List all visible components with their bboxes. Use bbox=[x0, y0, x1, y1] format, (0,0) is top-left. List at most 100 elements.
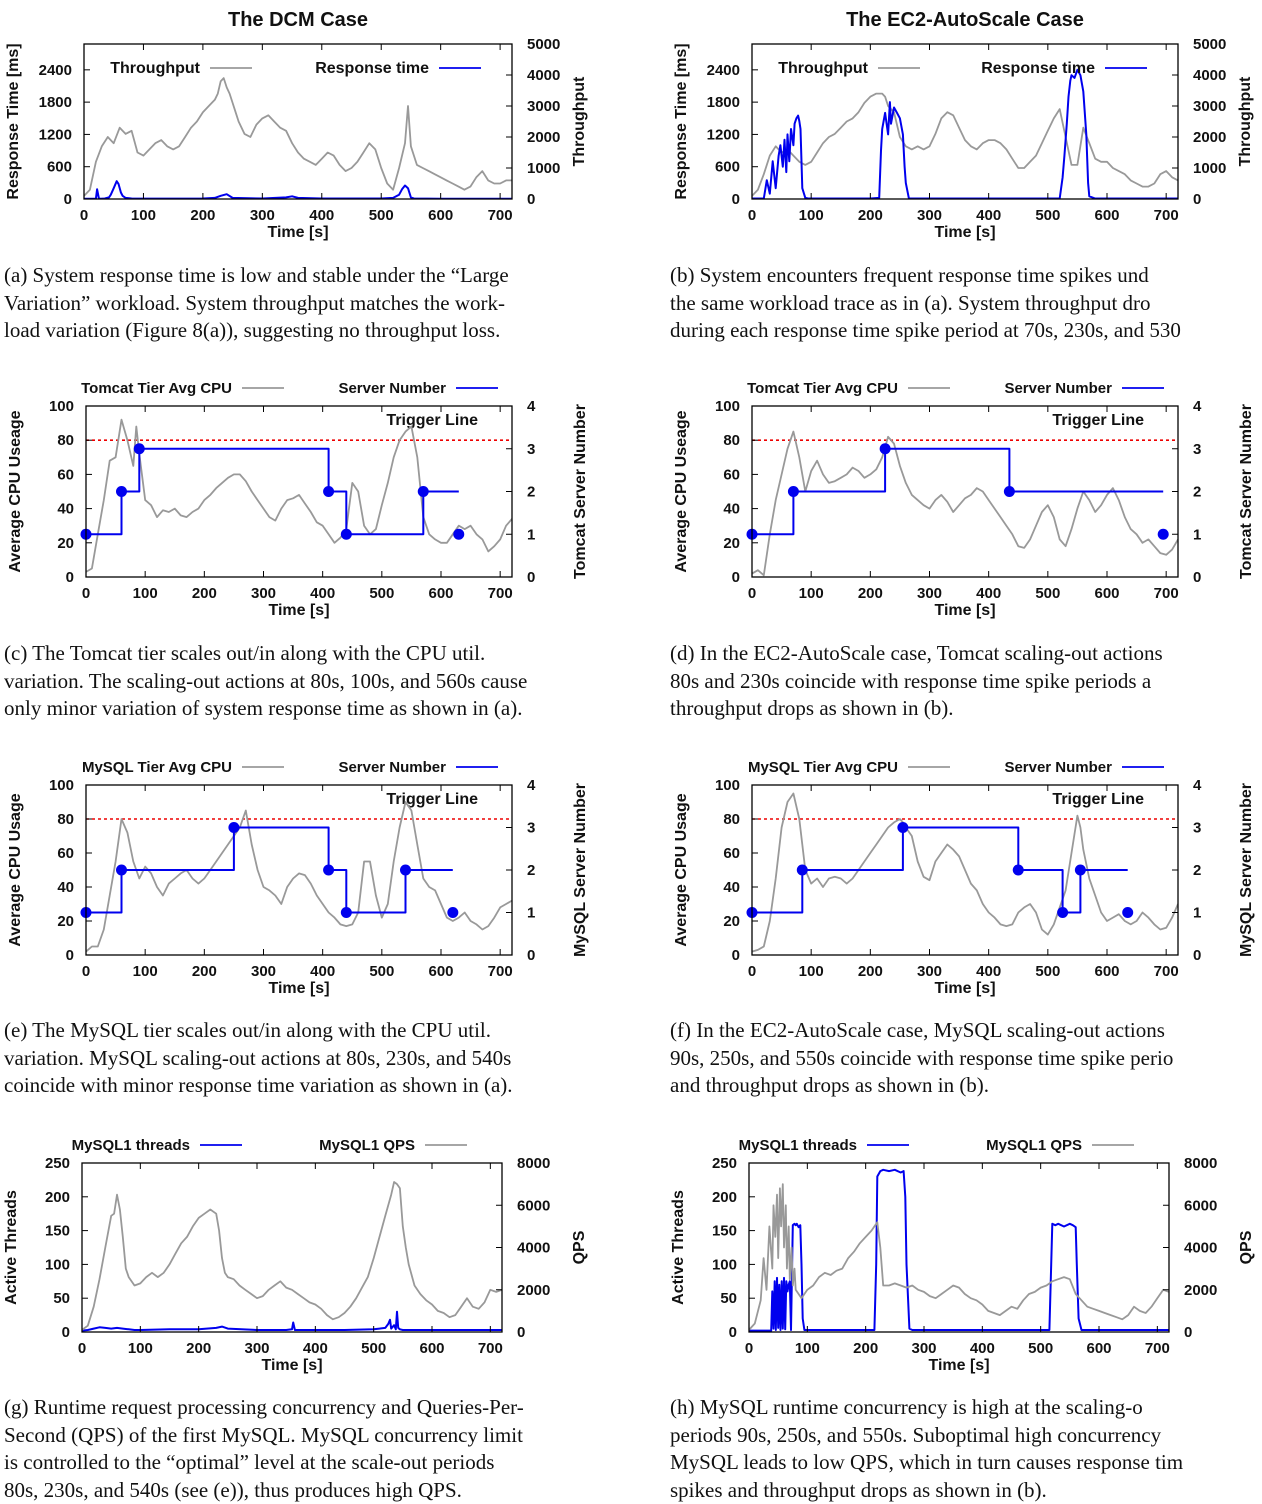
series-marker bbox=[116, 865, 127, 876]
series-marker bbox=[880, 443, 891, 454]
x-tick-label: 600 bbox=[1094, 207, 1119, 224]
series-line bbox=[86, 802, 512, 952]
series-line bbox=[82, 1312, 502, 1331]
x-tick-label: 600 bbox=[428, 207, 453, 224]
x-tick-label: 300 bbox=[251, 585, 276, 602]
x-tick-label: 700 bbox=[478, 1340, 503, 1357]
series-marker bbox=[1122, 907, 1133, 918]
caption-line: coincide with minor response time variat… bbox=[4, 1072, 616, 1100]
y-axis-label: Average CPU Usage bbox=[673, 793, 690, 946]
y-axis-label: Average CPU Useage bbox=[7, 410, 24, 572]
caption-line: and throughput drops as shown in (b). bbox=[670, 1072, 1262, 1100]
x-tick-label: 500 bbox=[369, 585, 394, 602]
series-marker bbox=[341, 529, 352, 540]
caption-line: (h) MySQL runtime concurrency is high at… bbox=[670, 1394, 1262, 1422]
series-line bbox=[752, 432, 1178, 576]
y2-axis-label: QPS bbox=[571, 1230, 588, 1264]
y2-tick-label: 1 bbox=[527, 526, 535, 543]
y2-tick-label: 4 bbox=[527, 398, 536, 415]
caption-line: (d) In the EC2-AutoScale case, Tomcat sc… bbox=[670, 640, 1262, 668]
y2-tick-label: 4000 bbox=[527, 67, 560, 84]
legend-label: Response time bbox=[315, 60, 429, 77]
y-tick-label: 20 bbox=[57, 535, 74, 552]
plot-area bbox=[752, 432, 1178, 576]
legend-label: MySQL Tier Avg CPU bbox=[82, 759, 232, 776]
legend-label: Server Number bbox=[1004, 759, 1112, 776]
x-tick-label: 0 bbox=[82, 963, 90, 980]
chart-title: The EC2-AutoScale Case bbox=[846, 9, 1084, 31]
x-tick-label: 200 bbox=[186, 1340, 211, 1357]
x-tick-label: 100 bbox=[131, 207, 156, 224]
series-line bbox=[749, 1184, 1169, 1330]
x-tick-label: 0 bbox=[80, 207, 88, 224]
y-tick-label: 100 bbox=[715, 777, 740, 794]
y-tick-label: 100 bbox=[45, 1256, 70, 1273]
plot-area bbox=[752, 70, 1178, 199]
x-axis-label: Time [s] bbox=[268, 602, 329, 619]
y-tick-label: 40 bbox=[723, 879, 740, 896]
y-tick-label: 60 bbox=[723, 466, 740, 483]
y2-tick-label: 5000 bbox=[527, 36, 560, 53]
caption-line: Variation” workload. System throughput m… bbox=[4, 290, 616, 318]
y2-axis-label: MySQL Server Number bbox=[572, 783, 589, 957]
y2-tick-label: 2 bbox=[1193, 862, 1201, 879]
x-tick-label: 400 bbox=[310, 963, 335, 980]
x-tick-label: 400 bbox=[309, 207, 334, 224]
series-marker bbox=[1004, 486, 1015, 497]
legend-label: MySQL1 threads bbox=[739, 1137, 857, 1154]
caption-g: (g) Runtime request processing concurren… bbox=[4, 1394, 616, 1504]
y2-axis-label: QPS bbox=[1238, 1230, 1255, 1264]
y2-tick-label: 1 bbox=[1193, 526, 1201, 543]
y2-tick-label: 4000 bbox=[1193, 67, 1226, 84]
y2-tick-label: 3 bbox=[527, 820, 535, 837]
y-tick-label: 2400 bbox=[707, 62, 740, 79]
series-marker bbox=[453, 529, 464, 540]
series-marker bbox=[788, 486, 799, 497]
caption-line: is controlled to the “optimal” level at … bbox=[4, 1449, 616, 1477]
y-tick-label: 150 bbox=[712, 1223, 737, 1240]
y2-axis-label: Tomcat Server Number bbox=[572, 404, 589, 579]
x-tick-label: 500 bbox=[1035, 585, 1060, 602]
y-tick-label: 0 bbox=[732, 569, 740, 586]
caption-line: (b) System encounters frequent response … bbox=[670, 262, 1262, 290]
y-tick-label: 600 bbox=[715, 159, 740, 176]
legend-label: Throughput bbox=[110, 60, 200, 77]
caption-line: periods 90s, 250s, and 550s. Suboptimal … bbox=[670, 1422, 1262, 1450]
plot-frame bbox=[749, 1163, 1169, 1332]
x-tick-label: 500 bbox=[1028, 1340, 1053, 1357]
y-tick-label: 600 bbox=[47, 159, 72, 176]
y2-tick-label: 3 bbox=[1193, 820, 1201, 837]
caption-line: (c) The Tomcat tier scales out/in along … bbox=[4, 640, 616, 668]
x-tick-label: 300 bbox=[917, 585, 942, 602]
y-tick-label: 2400 bbox=[39, 62, 72, 79]
y2-tick-label: 0 bbox=[1193, 569, 1201, 586]
trigger-label: Trigger Line bbox=[386, 412, 478, 429]
x-tick-label: 700 bbox=[1154, 207, 1179, 224]
y2-tick-label: 8000 bbox=[1184, 1155, 1217, 1172]
series-line bbox=[752, 794, 1178, 952]
plot-area bbox=[86, 802, 512, 952]
x-tick-label: 500 bbox=[369, 207, 394, 224]
y-tick-label: 250 bbox=[45, 1155, 70, 1172]
x-tick-label: 0 bbox=[748, 207, 756, 224]
y-tick-label: 200 bbox=[712, 1189, 737, 1206]
y-tick-label: 0 bbox=[732, 947, 740, 964]
y-tick-label: 1200 bbox=[39, 126, 72, 143]
x-tick-label: 200 bbox=[192, 963, 217, 980]
x-tick-label: 200 bbox=[858, 207, 883, 224]
y-tick-label: 1800 bbox=[39, 94, 72, 111]
caption-b: (b) System encounters frequent response … bbox=[670, 262, 1262, 345]
trigger-label: Trigger Line bbox=[1052, 791, 1144, 808]
x-tick-label: 0 bbox=[82, 585, 90, 602]
y2-tick-label: 0 bbox=[517, 1324, 525, 1341]
y2-tick-label: 3000 bbox=[1193, 98, 1226, 115]
y-tick-label: 20 bbox=[723, 913, 740, 930]
caption-h: (h) MySQL runtime concurrency is high at… bbox=[670, 1394, 1262, 1504]
x-tick-label: 0 bbox=[748, 963, 756, 980]
